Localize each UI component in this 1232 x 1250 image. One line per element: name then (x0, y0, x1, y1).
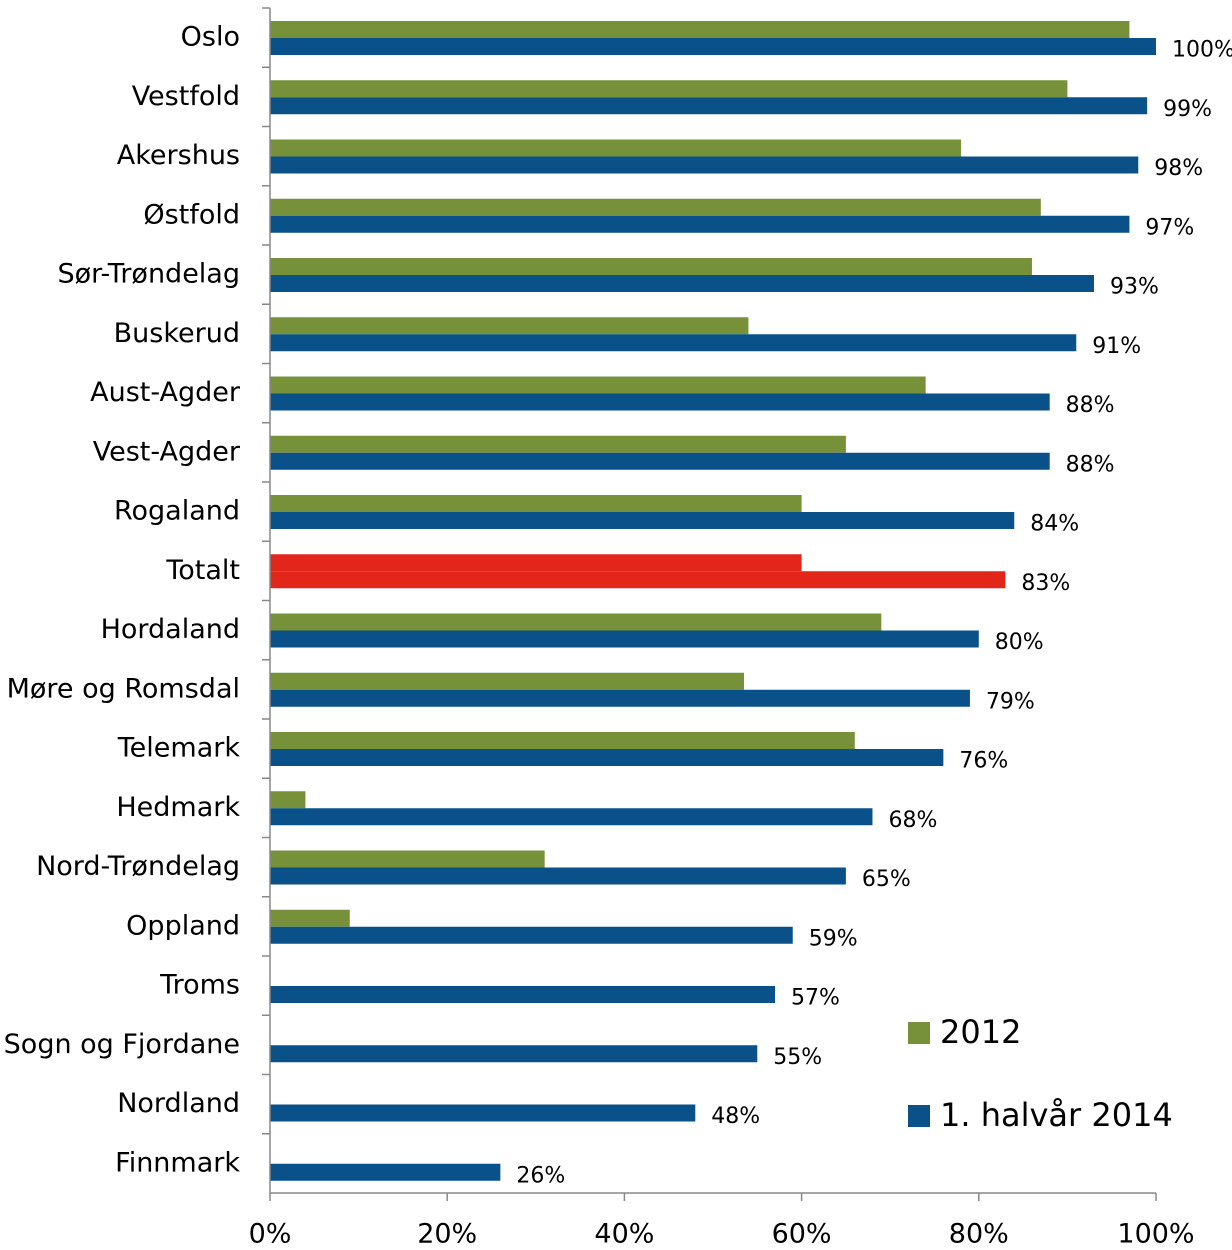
value-label: 80% (995, 630, 1044, 655)
bar (270, 198, 1041, 216)
bar (270, 21, 1130, 38)
bar (270, 435, 846, 453)
value-label: 88% (1066, 452, 1115, 477)
bar (270, 258, 1032, 275)
category-label: Østfold (143, 199, 240, 230)
bar (270, 672, 745, 690)
category-label: Nord-Trøndelag (36, 851, 240, 882)
category-label: Akershus (117, 140, 240, 171)
legend-swatch (908, 1022, 930, 1044)
category-label: Hordaland (101, 614, 240, 645)
value-label: 83% (1021, 571, 1070, 596)
x-tick-label: 20% (417, 1219, 477, 1250)
bar (270, 495, 802, 512)
bar (270, 791, 306, 809)
bar (270, 80, 1068, 98)
bar (270, 215, 1130, 233)
legend-swatch (908, 1105, 930, 1127)
bar (270, 452, 1050, 470)
category-label: Oslo (181, 22, 240, 53)
x-tick-label: 0% (249, 1219, 292, 1250)
bar (270, 317, 749, 335)
value-label: 79% (986, 689, 1035, 714)
value-label: 84% (1030, 512, 1079, 537)
category-label: Telemark (117, 733, 241, 764)
x-tick-label: 80% (949, 1219, 1009, 1250)
bar (270, 867, 846, 885)
value-label: 97% (1145, 215, 1194, 240)
bar (270, 97, 1148, 115)
category-label: Møre og Romsdal (7, 673, 240, 704)
value-label: 59% (809, 926, 858, 951)
category-label: Sogn og Fjordane (4, 1029, 240, 1060)
value-label: 65% (862, 867, 911, 892)
bar (270, 689, 970, 707)
bar (270, 630, 979, 648)
value-label: 99% (1163, 97, 1212, 122)
category-label: Vest-Agder (93, 436, 241, 467)
category-label: Aust-Agder (90, 377, 241, 408)
bar (270, 808, 873, 826)
value-label: 57% (791, 986, 840, 1011)
bar (270, 376, 926, 394)
bar (270, 1163, 501, 1181)
x-tick-label: 100% (1117, 1219, 1194, 1250)
value-label: 48% (711, 1104, 760, 1129)
bar (270, 275, 1094, 292)
bar (270, 38, 1156, 55)
bar (270, 156, 1139, 174)
category-label: Buskerud (114, 318, 240, 349)
category-label: Nordland (117, 1088, 240, 1119)
bar (270, 139, 962, 157)
category-label: Troms (159, 970, 240, 1001)
legend-label: 1. halvår 2014 (940, 1096, 1173, 1134)
category-label: Rogaland (114, 496, 240, 527)
value-label: 100% (1172, 38, 1232, 63)
category-label: Finnmark (115, 1147, 240, 1178)
category-label: Vestfold (132, 81, 240, 112)
legend-label: 2012 (940, 1013, 1021, 1051)
category-label: Hedmark (116, 792, 240, 823)
bar (270, 554, 802, 572)
bar (270, 571, 1006, 589)
bar (270, 334, 1077, 352)
value-label: 68% (888, 808, 937, 833)
value-label: 98% (1154, 156, 1203, 181)
bar (270, 732, 855, 749)
category-label: Oppland (126, 910, 240, 941)
x-tick-label: 60% (772, 1219, 832, 1250)
category-label: Totalt (165, 555, 240, 586)
value-label: 76% (959, 749, 1008, 774)
bar (270, 909, 350, 927)
category-label: Sør-Trøndelag (58, 259, 241, 290)
bar (270, 850, 545, 868)
bar (270, 1104, 696, 1122)
bar (270, 749, 944, 766)
value-label: 55% (773, 1045, 822, 1070)
bar (270, 1045, 758, 1063)
bar (270, 926, 793, 944)
value-label: 88% (1066, 393, 1115, 418)
bar (270, 613, 882, 631)
bar (270, 512, 1015, 529)
value-label: 93% (1110, 275, 1159, 300)
x-tick-label: 40% (594, 1219, 654, 1250)
bar (270, 393, 1050, 411)
value-label: 91% (1092, 334, 1141, 359)
value-label: 26% (516, 1163, 565, 1188)
bar (270, 986, 776, 1003)
